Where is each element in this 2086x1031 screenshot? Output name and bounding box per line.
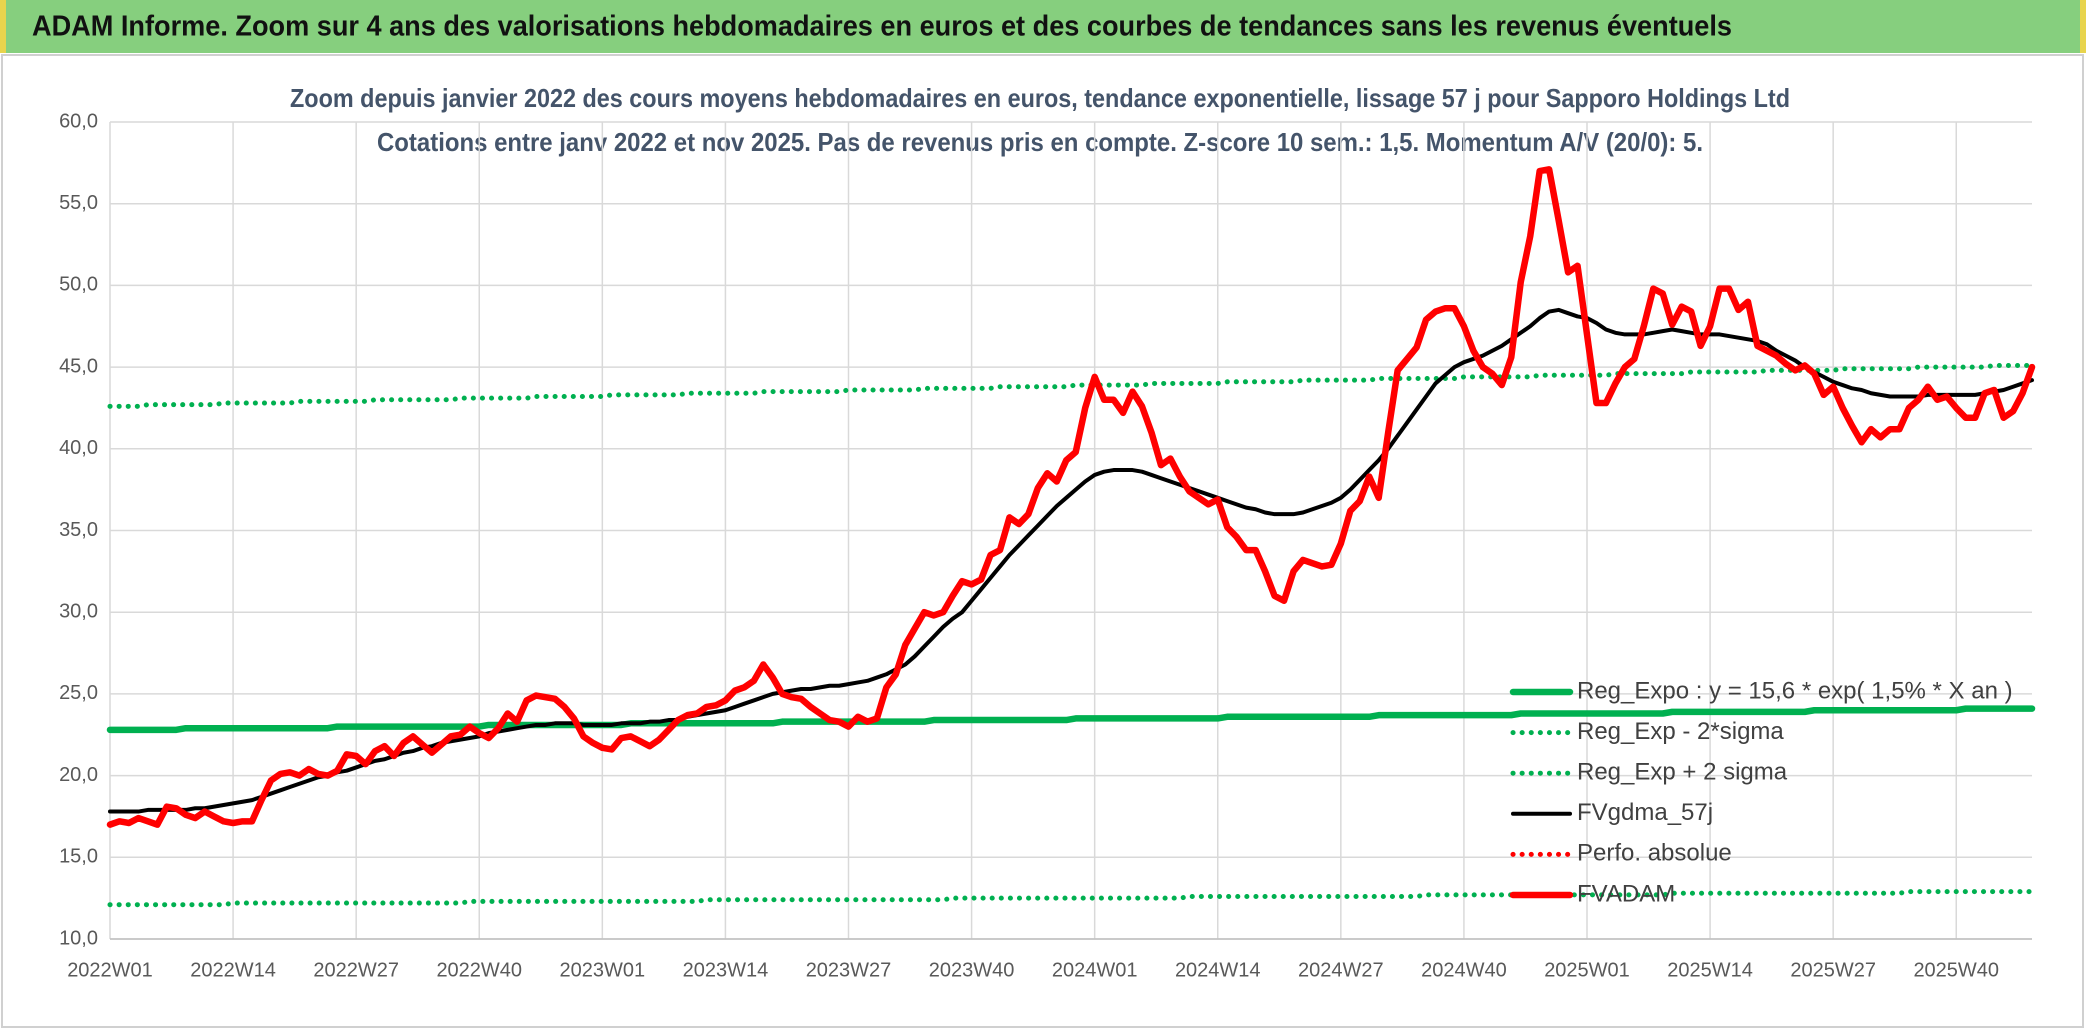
legend-label: Perfo. absolue: [1577, 840, 1732, 867]
legend-label: FVgdma_57j: [1577, 799, 1713, 826]
x-tick-label: 2025W27: [1790, 959, 1876, 981]
x-tick-label: 2024W01: [1052, 959, 1138, 981]
banner: [0, 0, 2086, 53]
y-tick-label: 20,0: [59, 764, 98, 786]
chart-frame: [1, 54, 2084, 1028]
x-tick-label: 2022W27: [313, 959, 399, 981]
y-tick-label: 55,0: [59, 192, 98, 214]
y-tick-label: 50,0: [59, 274, 98, 296]
y-tick-label: 30,0: [59, 600, 98, 622]
x-tick-label: 2023W14: [683, 959, 769, 981]
x-tick-label: 2025W14: [1667, 959, 1753, 981]
y-tick-label: 15,0: [59, 846, 98, 868]
y-tick-label: 45,0: [59, 355, 98, 377]
banner-title: ADAM Informe. Zoom sur 4 ans des valoris…: [32, 11, 1732, 43]
x-tick-label: 2024W27: [1298, 959, 1384, 981]
y-tick-label: 25,0: [59, 682, 98, 704]
series-line: [106, 705, 2036, 734]
legend-label: Reg_Exp - 2*sigma: [1577, 718, 1784, 745]
legend-label: Reg_Expo : y = 15,6 * exp( 1,5% * X an ): [1577, 677, 2013, 704]
y-tick-label: 60,0: [59, 110, 98, 132]
banner-edge: [2080, 0, 2086, 53]
legend-label: FVADAM: [1577, 880, 1675, 907]
chart-title: Zoom depuis janvier 2022 des cours moyen…: [290, 83, 1790, 113]
x-tick-label: 2023W27: [806, 959, 892, 981]
x-tick-label: 2023W40: [929, 959, 1015, 981]
y-tick-label: 35,0: [59, 519, 98, 541]
series-line: [106, 166, 2036, 828]
series-line: [107, 889, 2035, 908]
x-tick-label: 2025W01: [1544, 959, 1630, 981]
legend-label: Reg_Exp + 2 sigma: [1577, 759, 1788, 786]
chart-subtitle: Cotations entre janv 2022 et nov 2025. P…: [377, 127, 1703, 157]
x-tick-label: 2024W14: [1175, 959, 1261, 981]
x-tick-label: 2022W14: [190, 959, 276, 981]
x-tick-label: 2024W40: [1421, 959, 1507, 981]
x-tick-label: 2023W01: [560, 959, 646, 981]
y-tick-label: 10,0: [59, 927, 98, 949]
x-tick-label: 2022W01: [67, 959, 153, 981]
y-tick-label: 40,0: [59, 437, 98, 459]
series-line: [107, 362, 2035, 409]
banner-edge: [0, 0, 6, 53]
x-tick-label: 2022W40: [436, 959, 522, 981]
x-tick-label: 2025W40: [1913, 959, 1999, 981]
series-line: [108, 307, 2034, 814]
